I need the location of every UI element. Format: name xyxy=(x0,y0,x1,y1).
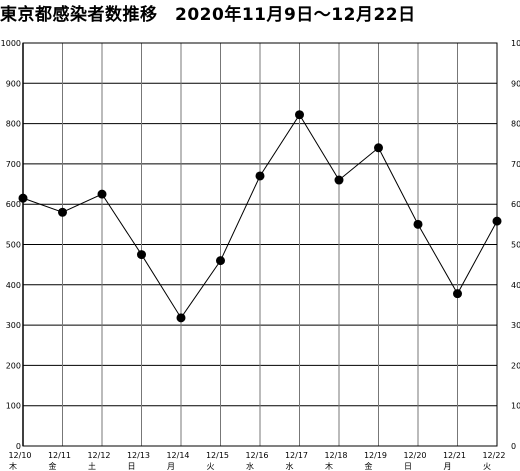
data-point-4 xyxy=(176,313,186,323)
y-tick-label-left-0: 0 xyxy=(16,442,21,451)
x-weekday-label-6: 水 xyxy=(246,461,254,471)
x-tick-label-11: 12/21 xyxy=(443,451,466,460)
data-point-9 xyxy=(374,143,383,153)
y-tick-label-left-500: 500 xyxy=(6,241,21,250)
y-tick-label-right-700: 700 xyxy=(511,160,520,169)
y-tick-label-left-900: 900 xyxy=(6,79,21,88)
y-tick-label-right-400: 400 xyxy=(511,281,520,290)
x-weekday-label-3: 日 xyxy=(128,462,136,471)
x-weekday-label-12: 火 xyxy=(483,462,491,471)
x-weekday-label-9: 金 xyxy=(365,461,373,471)
data-point-1 xyxy=(58,207,67,217)
y-tick-label-right-800: 800 xyxy=(511,120,520,129)
data-point-11 xyxy=(453,289,462,299)
x-weekday-label-0: 木 xyxy=(9,461,17,471)
x-tick-label-10: 12/20 xyxy=(403,451,426,460)
x-tick-label-5: 12/15 xyxy=(206,451,229,460)
data-point-2 xyxy=(97,189,107,199)
x-tick-label-8: 12/18 xyxy=(324,451,347,460)
x-tick-label-12: 12/22 xyxy=(482,451,505,460)
y-tick-label-left-400: 400 xyxy=(6,281,21,290)
data-point-5 xyxy=(216,256,225,266)
x-tick-label-2: 12/12 xyxy=(87,451,110,460)
x-weekday-label-5: 火 xyxy=(207,462,215,471)
y-tick-label-left-100: 100 xyxy=(6,402,21,411)
x-tick-label-7: 12/17 xyxy=(285,451,308,460)
data-point-10 xyxy=(413,219,423,229)
data-point-3 xyxy=(137,250,146,260)
x-tick-label-4: 12/14 xyxy=(166,451,189,460)
data-point-12 xyxy=(492,216,502,226)
grid xyxy=(22,42,498,447)
x-tick-label-0: 12/10 xyxy=(8,451,31,460)
axes xyxy=(22,42,498,447)
x-weekday-label-4: 月 xyxy=(167,462,175,471)
x-tick-label-6: 12/16 xyxy=(245,451,268,460)
data-point-6 xyxy=(255,171,265,181)
data-point-0 xyxy=(18,193,28,203)
y-tick-label-left-1000: 1000 xyxy=(1,39,21,48)
y-tick-label-left-800: 800 xyxy=(6,120,21,129)
y-tick-label-right-600: 600 xyxy=(511,200,520,209)
y-tick-label-right-200: 200 xyxy=(511,361,520,370)
y-tick-label-left-300: 300 xyxy=(6,321,21,330)
x-tick-label-3: 12/13 xyxy=(127,451,150,460)
x-weekday-label-1: 金 xyxy=(49,461,57,471)
y-tick-label-right-900: 900 xyxy=(511,79,520,88)
y-tick-label-left-200: 200 xyxy=(6,361,21,370)
x-weekday-label-8: 木 xyxy=(325,461,333,471)
tick-labels: 0 0 100 100 200 200 300 300 400 400 500 500 600 600 70… xyxy=(1,39,520,471)
y-tick-label-left-600: 600 xyxy=(6,200,21,209)
y-tick-label-right-0: 0 xyxy=(511,442,516,451)
x-tick-label-1: 12/11 xyxy=(48,451,71,460)
y-tick-label-left-700: 700 xyxy=(6,160,21,169)
chart-title: 東京都感染者数推移 2020年11月9日～12月22日 xyxy=(0,5,416,24)
x-tick-label-9: 12/19 xyxy=(364,451,387,460)
y-tick-label-right-1000: 1000 xyxy=(511,39,520,48)
y-tick-label-right-100: 100 xyxy=(511,402,520,411)
x-weekday-label-7: 水 xyxy=(286,461,294,471)
x-weekday-label-2: 土 xyxy=(88,461,96,471)
data-point-8 xyxy=(334,175,344,185)
y-tick-label-right-300: 300 xyxy=(511,321,520,330)
x-weekday-label-10: 日 xyxy=(404,462,412,471)
data-point-7 xyxy=(295,110,304,120)
y-tick-label-right-500: 500 xyxy=(511,241,520,250)
x-weekday-label-11: 月 xyxy=(444,462,452,471)
series xyxy=(18,110,502,323)
